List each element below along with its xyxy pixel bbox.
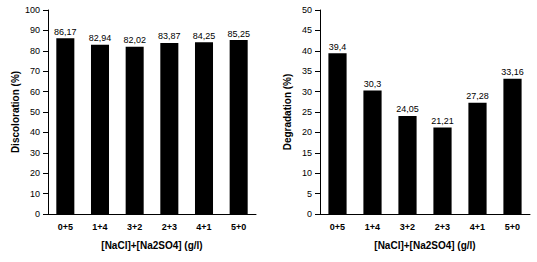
svg-text:Degradation (%): Degradation (%) (282, 74, 293, 151)
svg-text:80: 80 (30, 46, 40, 56)
svg-text:15: 15 (302, 148, 312, 158)
svg-text:82,94: 82,94 (89, 33, 112, 43)
svg-text:[NaCl]+[Na2SO4] (g/l): [NaCl]+[Na2SO4] (g/l) (101, 240, 202, 251)
svg-text:1+4: 1+4 (365, 222, 380, 232)
svg-text:27,28: 27,28 (466, 91, 489, 101)
svg-text:84,25: 84,25 (193, 31, 216, 41)
svg-text:90: 90 (30, 25, 40, 35)
svg-text:2+3: 2+3 (162, 222, 177, 232)
svg-text:Discoloration (%): Discoloration (%) (10, 71, 21, 153)
svg-text:1+4: 1+4 (92, 222, 107, 232)
svg-text:24,05: 24,05 (396, 104, 419, 114)
svg-text:82,02: 82,02 (123, 35, 146, 45)
svg-text:100: 100 (25, 5, 40, 15)
svg-text:83,87: 83,87 (158, 31, 181, 41)
svg-text:86,17: 86,17 (54, 27, 77, 37)
svg-text:45: 45 (302, 25, 312, 35)
svg-text:3+2: 3+2 (127, 222, 142, 232)
svg-text:30: 30 (30, 148, 40, 158)
svg-text:20: 20 (30, 168, 40, 178)
svg-text:70: 70 (30, 66, 40, 76)
svg-text:3+2: 3+2 (400, 222, 415, 232)
svg-text:30,3: 30,3 (364, 79, 382, 89)
svg-text:10: 10 (302, 168, 312, 178)
svg-text:[NaCl]+[Na2SO4] (g/l): [NaCl]+[Na2SO4] (g/l) (374, 240, 475, 251)
svg-text:10: 10 (30, 189, 40, 199)
svg-text:40: 40 (30, 127, 40, 137)
svg-text:50: 50 (302, 5, 312, 15)
svg-text:0: 0 (35, 209, 40, 219)
svg-text:39,4: 39,4 (329, 42, 347, 52)
svg-text:0+5: 0+5 (58, 222, 73, 232)
svg-text:5+0: 5+0 (231, 222, 246, 232)
svg-text:4+1: 4+1 (196, 222, 211, 232)
svg-text:50: 50 (30, 107, 40, 117)
svg-text:20: 20 (302, 127, 312, 137)
svg-text:60: 60 (30, 87, 40, 97)
svg-text:25: 25 (302, 107, 312, 117)
svg-text:0+5: 0+5 (330, 222, 345, 232)
svg-text:30: 30 (302, 87, 312, 97)
svg-text:40: 40 (302, 46, 312, 56)
svg-text:33,16: 33,16 (501, 67, 524, 77)
svg-text:5: 5 (307, 189, 312, 199)
svg-text:21,21: 21,21 (431, 116, 454, 126)
svg-text:5+0: 5+0 (505, 222, 520, 232)
svg-text:2+3: 2+3 (435, 222, 450, 232)
svg-text:4+1: 4+1 (470, 222, 485, 232)
svg-text:0: 0 (307, 209, 312, 219)
svg-text:35: 35 (302, 66, 312, 76)
svg-text:85,25: 85,25 (227, 29, 250, 39)
